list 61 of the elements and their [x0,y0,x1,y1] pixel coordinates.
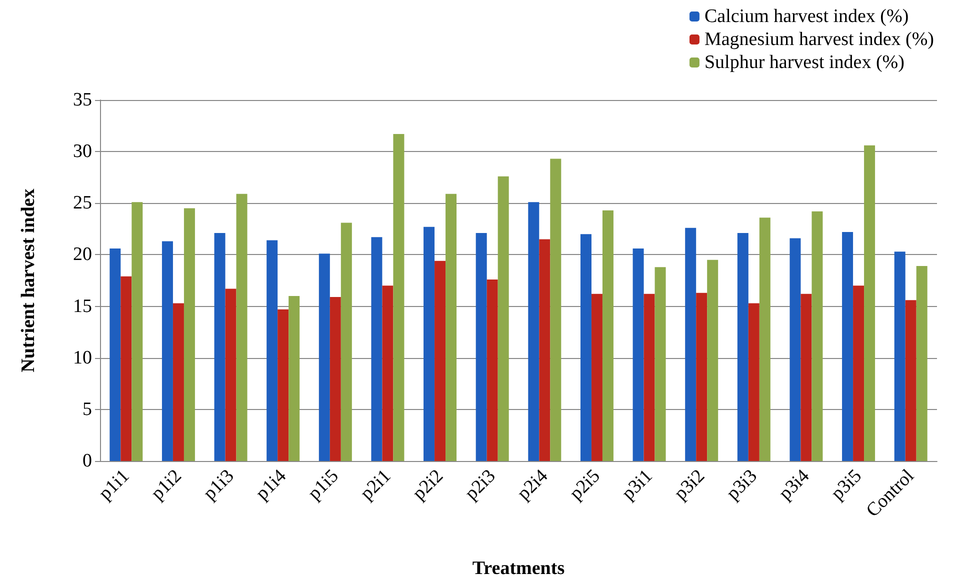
bar [864,145,876,461]
bar [225,288,236,461]
bar [550,158,562,461]
bar [539,239,550,461]
bar [632,248,644,461]
bar [685,228,696,461]
bar [318,254,330,461]
bar [236,194,248,461]
bar [172,303,184,461]
bar [853,286,864,461]
legend-label: Sulphur harvest index (%) [704,52,904,73]
bar [916,266,928,461]
bar [580,234,592,461]
bar [591,294,602,461]
bar [528,202,540,461]
bar [737,233,748,461]
bar [424,226,435,461]
y-tick-label: 5 [82,398,92,420]
y-tick-label: 15 [73,296,92,317]
bar [707,260,718,461]
bar [382,286,394,461]
y-axis-title: Nutrient harvest index [18,188,39,372]
bar [214,233,226,461]
bar [486,279,498,461]
bar [184,208,195,461]
bar [278,309,289,461]
y-tick-label: 25 [73,192,92,214]
bar [842,232,854,461]
bar [288,296,300,461]
bar [654,267,666,461]
bar [132,202,143,461]
y-tick-label: 35 [73,90,92,110]
bar [162,241,173,461]
bar [800,294,812,461]
bar [476,233,487,461]
bar [696,292,708,461]
y-tick-label: 0 [82,450,92,472]
bar [759,218,770,461]
bar [602,210,614,461]
y-tick-label: 30 [73,141,92,162]
legend-label: Magnesium harvest index (%) [704,29,934,50]
bar [330,297,341,461]
bar [371,237,382,461]
bar [393,134,404,461]
x-axis-title: Treatments [472,558,565,579]
bar [905,300,916,461]
bar [894,252,906,461]
bar [644,294,655,461]
bar [446,194,457,461]
bar [812,211,823,461]
bar [110,248,121,461]
bar [266,240,278,461]
legend-label: Calcium harvest index (%) [704,6,909,27]
bar [498,176,509,461]
bar [748,303,760,461]
bar [340,222,352,461]
bar [434,260,446,461]
bar [790,238,801,461]
bar [120,276,132,461]
y-tick-label: 20 [73,244,92,266]
y-tick-label: 10 [73,347,92,368]
